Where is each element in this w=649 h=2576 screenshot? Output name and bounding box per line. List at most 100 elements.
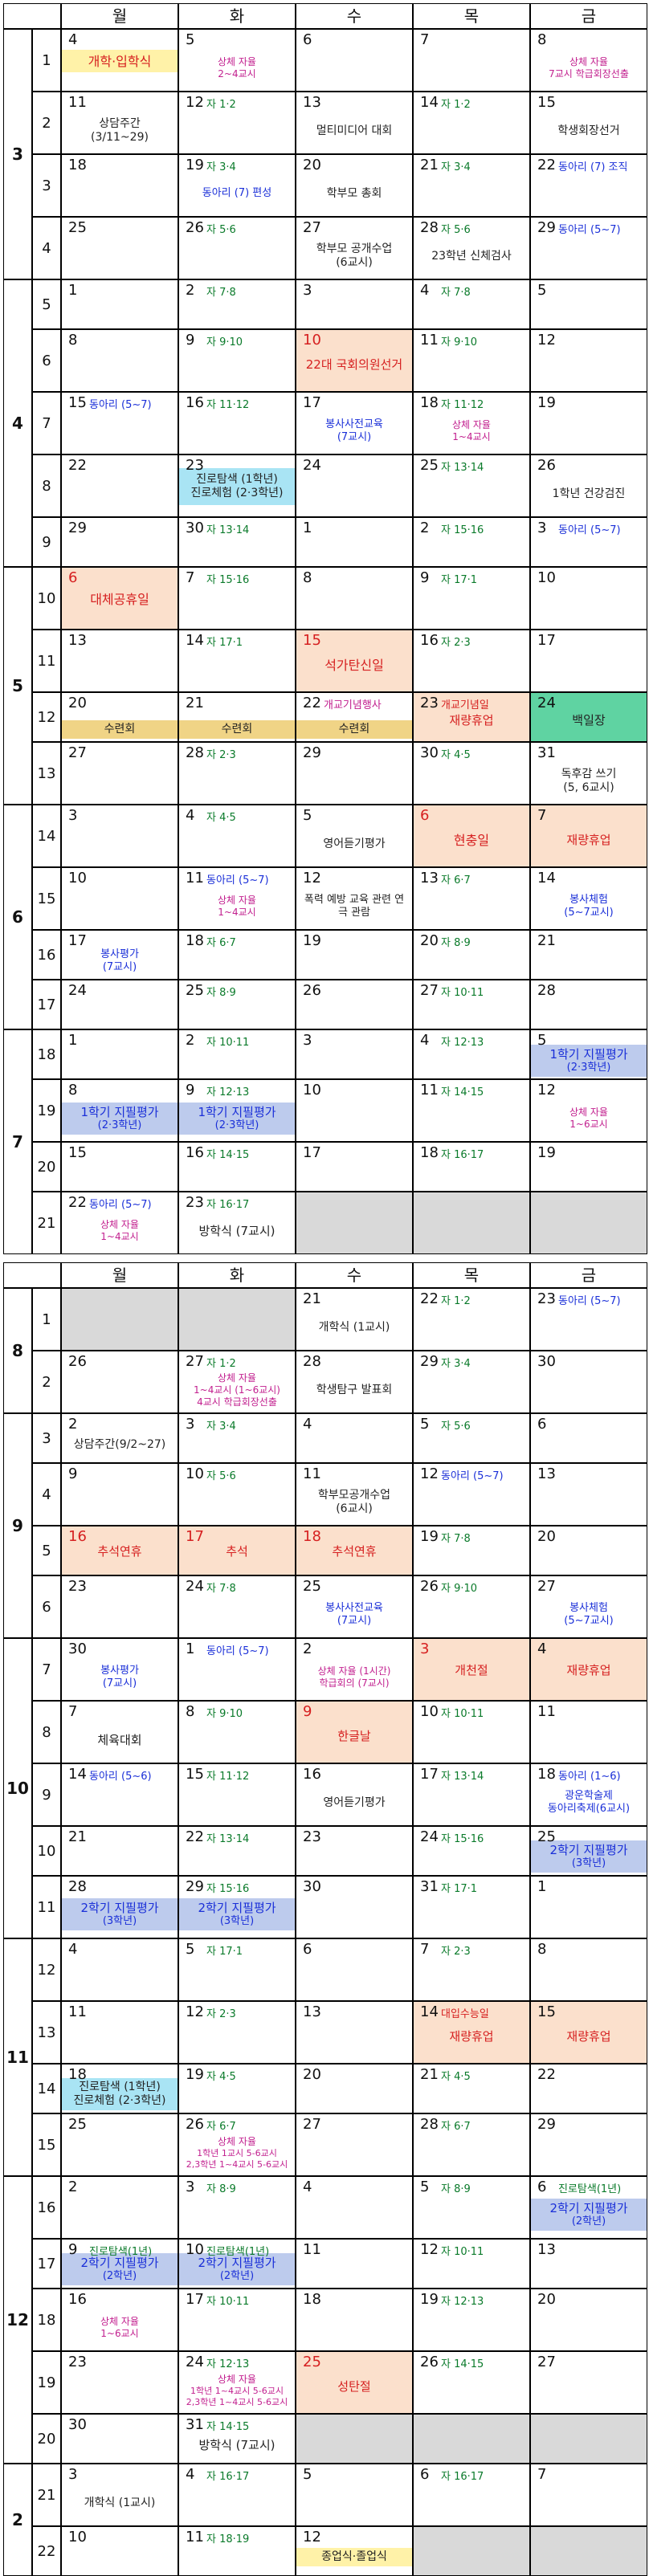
day-cell[interactable]: 18 추석연휴 <box>296 1526 413 1575</box>
day-cell[interactable]: 18 진로탐색 (1학년) 진로체험 (2·3학년) <box>61 2064 178 2113</box>
day-cell[interactable]: 22 동아리 (5~7) 상체 자율 1~4교시 <box>61 1192 178 1254</box>
day-cell[interactable]: 18 동아리 (1~6) 광운학술제 동아리축제(6교시) <box>530 1763 647 1826</box>
day-cell[interactable] <box>530 2414 647 2464</box>
day-cell[interactable]: 16 자 11·12 <box>178 392 296 454</box>
day-cell[interactable]: 12 자 10·11 <box>413 2239 530 2289</box>
day-cell[interactable]: 18 <box>61 154 178 217</box>
day-cell[interactable]: 4 자 7·8 <box>413 279 530 329</box>
day-cell[interactable]: 12 동아리 (5~7) <box>413 1463 530 1526</box>
day-cell[interactable]: 26 자 14·15 <box>413 2351 530 2414</box>
day-cell[interactable] <box>413 1192 530 1254</box>
day-cell[interactable]: 23 <box>296 1826 413 1876</box>
day-cell[interactable] <box>413 2526 530 2576</box>
day-cell[interactable]: 29 <box>530 2113 647 2176</box>
day-cell[interactable]: 4 개학·입학식 <box>61 29 178 92</box>
day-cell[interactable]: 6 진로탐색(1년) 2학기 지필평가 (2학년) <box>530 2176 647 2239</box>
day-cell[interactable]: 7 자 2·3 <box>413 1938 530 2001</box>
day-cell[interactable]: 19 자 12·13 <box>413 2289 530 2351</box>
day-cell[interactable]: 15 동아리 (5~7) <box>61 392 178 454</box>
day-cell[interactable]: 26 자 6·7 상체 자율 1학년 1교시 5-6교시 2,3학년 1~4교시 5-6… <box>178 2113 296 2176</box>
day-cell[interactable]: 17 자 10·11 <box>178 2289 296 2351</box>
day-cell[interactable]: 29 자 3·4 <box>413 1351 530 1413</box>
day-cell[interactable]: 2 자 10·11 <box>178 1029 296 1079</box>
day-cell[interactable]: 5 자 5·6 <box>413 1413 530 1463</box>
day-cell[interactable]: 3 개학식 (1교시) <box>61 2464 178 2526</box>
day-cell[interactable]: 5 <box>296 2464 413 2526</box>
day-cell[interactable]: 15 석가탄신일 <box>296 630 413 692</box>
day-cell[interactable]: 19 <box>530 392 647 454</box>
day-cell[interactable]: 23 <box>61 2351 178 2414</box>
day-cell[interactable]: 21 <box>61 1826 178 1876</box>
day-cell[interactable]: 25 <box>61 217 178 279</box>
day-cell[interactable]: 15 <box>61 1142 178 1192</box>
day-cell[interactable]: 8 자 9·10 <box>178 1701 296 1763</box>
day-cell[interactable]: 6 <box>296 1938 413 2001</box>
day-cell[interactable] <box>530 1192 647 1254</box>
day-cell[interactable]: 29 자 15·16 2학기 지필평가 (3학년) <box>178 1876 296 1938</box>
day-cell[interactable]: 7 <box>530 2464 647 2526</box>
day-cell[interactable]: 24 자 7·8 <box>178 1575 296 1638</box>
day-cell[interactable]: 27 자 1·2 상체 자율 1~4교시 (1~6교시) 4교시 학급회장선출 <box>178 1351 296 1413</box>
day-cell[interactable]: 7 <box>413 29 530 92</box>
day-cell[interactable]: 25 2학기 지필평가 (3학년) <box>530 1826 647 1876</box>
day-cell[interactable]: 2 상담주간(9/2~27) <box>61 1413 178 1463</box>
day-cell[interactable]: 22 <box>530 2064 647 2113</box>
day-cell[interactable]: 22 동아리 (7) 조직 <box>530 154 647 217</box>
day-cell[interactable]: 8 <box>61 329 178 392</box>
day-cell[interactable]: 11 자 14·15 <box>413 1079 530 1142</box>
day-cell[interactable]: 5 상체 자율 2~4교시 <box>178 29 296 92</box>
day-cell[interactable]: 13 자 6·7 <box>413 867 530 930</box>
day-cell[interactable]: 12 종업식·졸업식 <box>296 2526 413 2576</box>
day-cell[interactable] <box>413 2414 530 2464</box>
day-cell[interactable]: 11 <box>530 1701 647 1763</box>
day-cell[interactable]: 30 <box>296 1876 413 1938</box>
day-cell[interactable]: 19 <box>530 1142 647 1192</box>
day-cell[interactable]: 1 <box>61 1029 178 1079</box>
day-cell[interactable]: 7 체육대회 <box>61 1701 178 1763</box>
day-cell[interactable]: 23 동아리 (5~7) <box>530 1288 647 1351</box>
day-cell[interactable]: 3 개천절 <box>413 1638 530 1701</box>
day-cell[interactable]: 2 <box>61 2176 178 2239</box>
day-cell[interactable]: 21 자 4·5 <box>413 2064 530 2113</box>
day-cell[interactable]: 5 1학기 지필평가 (2·3학년) <box>530 1029 647 1079</box>
day-cell[interactable]: 6 <box>530 1413 647 1463</box>
day-cell[interactable]: 10 <box>530 567 647 630</box>
day-cell[interactable]: 5 영어듣기평가 <box>296 805 413 867</box>
day-cell[interactable]: 3 자 8·9 <box>178 2176 296 2239</box>
day-cell[interactable]: 14 자 1·2 <box>413 92 530 154</box>
day-cell[interactable]: 4 자 12·13 <box>413 1029 530 1079</box>
day-cell[interactable]: 8 상체 자율 7교시 학급회장선출 <box>530 29 647 92</box>
day-cell[interactable]: 24 <box>296 454 413 517</box>
day-cell[interactable]: 23 진로탐색 (1학년) 진로체험 (2·3학년) <box>178 454 296 517</box>
day-cell[interactable]: 20 <box>530 1526 647 1575</box>
day-cell[interactable]: 6 대체공휴일 <box>61 567 178 630</box>
day-cell[interactable]: 26 <box>296 980 413 1029</box>
day-cell[interactable]: 28 자 2·3 <box>178 742 296 805</box>
day-cell[interactable]: 21 수련회 <box>178 692 296 742</box>
day-cell[interactable]: 25 성탄절 <box>296 2351 413 2414</box>
day-cell[interactable] <box>296 2414 413 2464</box>
day-cell[interactable]: 24 자 12·13 상체 자율 1학년 1~4교시 5-6교시 2,3학년 1~4교시… <box>178 2351 296 2414</box>
day-cell[interactable]: 22 개교기념행사 수련회 <box>296 692 413 742</box>
day-cell[interactable]: 18 자 11·12 상체 자율 1~4교시 <box>413 392 530 454</box>
day-cell[interactable]: 16 자 2·3 <box>413 630 530 692</box>
day-cell[interactable]: 16 영어듣기평가 <box>296 1763 413 1826</box>
day-cell[interactable]: 4 <box>61 1938 178 2001</box>
day-cell[interactable]: 3 자 3·4 <box>178 1413 296 1463</box>
day-cell[interactable]: 28 2학기 지필평가 (3학년) <box>61 1876 178 1938</box>
day-cell[interactable]: 24 자 15·16 <box>413 1826 530 1876</box>
day-cell[interactable]: 4 자 4·5 <box>178 805 296 867</box>
day-cell[interactable]: 9 자 9·10 <box>178 329 296 392</box>
day-cell[interactable]: 31 자 17·1 <box>413 1876 530 1938</box>
day-cell[interactable]: 17 <box>530 630 647 692</box>
day-cell[interactable]: 13 <box>530 2239 647 2289</box>
day-cell[interactable]: 31 독후감 쓰기 (5, 6교시) <box>530 742 647 805</box>
day-cell[interactable]: 10 <box>61 867 178 930</box>
day-cell[interactable]: 27 <box>530 2351 647 2414</box>
day-cell[interactable]: 27 <box>61 742 178 805</box>
day-cell[interactable]: 20 <box>530 2289 647 2351</box>
day-cell[interactable]: 9 자 12·13 1학기 지필평가 (2·3학년) <box>178 1079 296 1142</box>
day-cell[interactable]: 20 수련회 <box>61 692 178 742</box>
day-cell[interactable]: 25 자 13·14 <box>413 454 530 517</box>
day-cell[interactable]: 11 <box>61 2001 178 2064</box>
